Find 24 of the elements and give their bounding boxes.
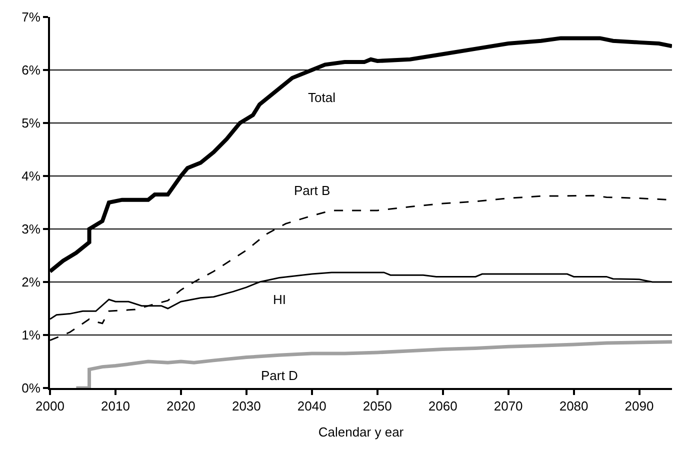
x-axis-title: Calendar y ear bbox=[318, 424, 404, 440]
x-tick-label: 2010 bbox=[101, 398, 130, 414]
y-tick-label: 0% bbox=[22, 380, 41, 396]
y-tick-label: 2% bbox=[22, 274, 41, 290]
series-label: HI bbox=[273, 292, 286, 307]
line-series bbox=[74, 340, 672, 388]
y-tick-label: 1% bbox=[22, 328, 41, 343]
x-tick-label: 2050 bbox=[362, 398, 392, 414]
series-label: Part D bbox=[261, 368, 298, 383]
y-tick-label: 6% bbox=[22, 62, 41, 78]
y-tick-label: 4% bbox=[22, 168, 41, 184]
x-tick-label: 2090 bbox=[624, 398, 654, 414]
x-tick-label: 2000 bbox=[36, 398, 64, 414]
y-tick-label: 3% bbox=[22, 222, 41, 237]
x-tick-label: 2040 bbox=[297, 398, 326, 414]
x-tick-label: 2070 bbox=[494, 398, 523, 414]
y-tick-label: 7% bbox=[22, 10, 41, 25]
x-tick-label: 2060 bbox=[428, 398, 458, 414]
y-tick-label: 5% bbox=[22, 116, 41, 131]
x-tick-label: 2030 bbox=[232, 398, 261, 414]
series-label: Total bbox=[308, 90, 336, 105]
x-tick-label: 2080 bbox=[559, 398, 588, 414]
series-label: Part B bbox=[294, 183, 330, 198]
x-tick-label: 2020 bbox=[166, 398, 196, 414]
